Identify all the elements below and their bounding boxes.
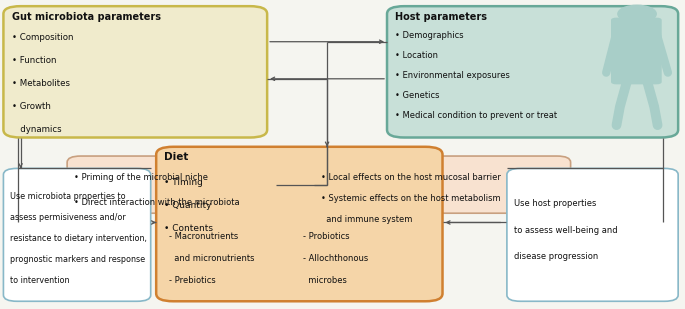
Text: • Environmental exposures: • Environmental exposures [395, 71, 510, 80]
FancyBboxPatch shape [3, 6, 267, 138]
Text: • Local effects on the host mucosal barrier: • Local effects on the host mucosal barr… [321, 173, 501, 182]
Text: microbes: microbes [303, 276, 347, 285]
Text: - Prebiotics: - Prebiotics [169, 276, 215, 285]
Text: • Genetics: • Genetics [395, 91, 440, 100]
Text: disease progression: disease progression [514, 252, 598, 261]
Text: - Allochthonous: - Allochthonous [303, 254, 369, 263]
FancyBboxPatch shape [3, 168, 151, 301]
Text: - Macronutrients: - Macronutrients [169, 232, 238, 241]
Text: assess permisiveness and/or: assess permisiveness and/or [10, 213, 126, 222]
FancyBboxPatch shape [507, 168, 678, 301]
Text: and immune system: and immune system [321, 215, 412, 224]
Text: • Direct interaction with the microbiota: • Direct interaction with the microbiota [74, 198, 240, 207]
Text: dynamics: dynamics [12, 125, 61, 134]
Text: • Timing: • Timing [164, 178, 203, 187]
FancyBboxPatch shape [611, 18, 662, 84]
Text: • Systemic effects on the host metabolism: • Systemic effects on the host metabolis… [321, 194, 500, 203]
FancyBboxPatch shape [67, 156, 276, 213]
FancyBboxPatch shape [314, 156, 571, 213]
Text: • Function: • Function [12, 56, 56, 65]
Circle shape [618, 5, 656, 23]
Text: • Demographics: • Demographics [395, 31, 464, 40]
Text: Use microbiota properties to: Use microbiota properties to [10, 192, 126, 201]
Text: to intervention: to intervention [10, 276, 70, 285]
Text: - Probiotics: - Probiotics [303, 232, 350, 241]
Text: resistance to dietary intervention,: resistance to dietary intervention, [10, 234, 147, 243]
Text: Diet: Diet [164, 152, 189, 162]
Text: Host parameters: Host parameters [395, 12, 487, 22]
FancyBboxPatch shape [387, 6, 678, 138]
Text: to assess well-being and: to assess well-being and [514, 226, 617, 235]
Text: • Growth: • Growth [12, 102, 51, 111]
Text: Use host properties: Use host properties [514, 199, 596, 208]
Text: • Medical condition to prevent or treat: • Medical condition to prevent or treat [395, 111, 558, 120]
Text: prognostic markers and response: prognostic markers and response [10, 255, 145, 264]
FancyBboxPatch shape [156, 147, 443, 301]
Text: Gut microbiota parameters: Gut microbiota parameters [12, 12, 161, 22]
Text: and micronutrients: and micronutrients [169, 254, 254, 263]
Text: • Quantity: • Quantity [164, 201, 212, 210]
Text: • Metabolites: • Metabolites [12, 79, 70, 88]
Text: • Priming of the microbial niche: • Priming of the microbial niche [74, 173, 208, 182]
Text: • Composition: • Composition [12, 33, 73, 42]
Text: • Location: • Location [395, 51, 438, 60]
Text: • Contents: • Contents [164, 224, 214, 233]
